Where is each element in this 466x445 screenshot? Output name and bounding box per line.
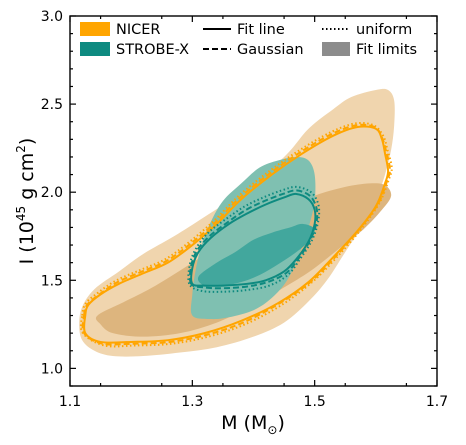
x-axis-label: M (M⊙) <box>221 412 285 437</box>
strobe-x-gaussian <box>188 189 319 290</box>
legend-strobe-x-label: STROBE-X <box>116 42 189 58</box>
strobe-x-inner-region <box>197 223 315 287</box>
x-tick-label: 1.1 <box>59 394 81 410</box>
nicer-fit-line <box>83 125 390 344</box>
axis-ticks: 1.1 1.3 1.5 1.7 1.0 1.5 2.0 2.5 3.0 <box>41 9 448 410</box>
x-tick-label: 1.3 <box>181 394 203 410</box>
y-tick-label: 2.0 <box>41 185 63 201</box>
y-tick-label: 1.0 <box>41 361 63 377</box>
y-tick-label: 2.5 <box>41 97 63 113</box>
legend-fit-limits-swatch <box>322 42 350 56</box>
y-axis-label: I (1045 g cm2) <box>14 138 38 265</box>
y-tick-label: 3.0 <box>41 9 63 25</box>
legend-fit-line-label: Fit line <box>237 22 285 38</box>
legend-nicer-swatch <box>80 22 110 36</box>
y-tick-label: 1.5 <box>41 273 63 289</box>
legend-fit-limits-label: Fit limits <box>356 42 417 58</box>
nicer-uniform <box>79 121 393 348</box>
plot-frame <box>69 15 438 387</box>
x-tick-label: 1.5 <box>304 394 326 410</box>
nicer-gaussian <box>81 123 391 346</box>
legend-nicer-label: NICER <box>116 22 160 38</box>
strobe-x-uniform <box>187 185 321 293</box>
legend-uniform-label: uniform <box>356 22 412 38</box>
fit-contours <box>79 121 393 348</box>
strobe-x-fit-line <box>190 192 317 287</box>
legend: NICER STROBE-X Fit line Gaussian uniform… <box>80 22 417 58</box>
x-tick-label: 1.7 <box>426 394 448 410</box>
legend-strobe-x-swatch <box>80 42 110 56</box>
legend-gaussian-label: Gaussian <box>237 42 304 58</box>
